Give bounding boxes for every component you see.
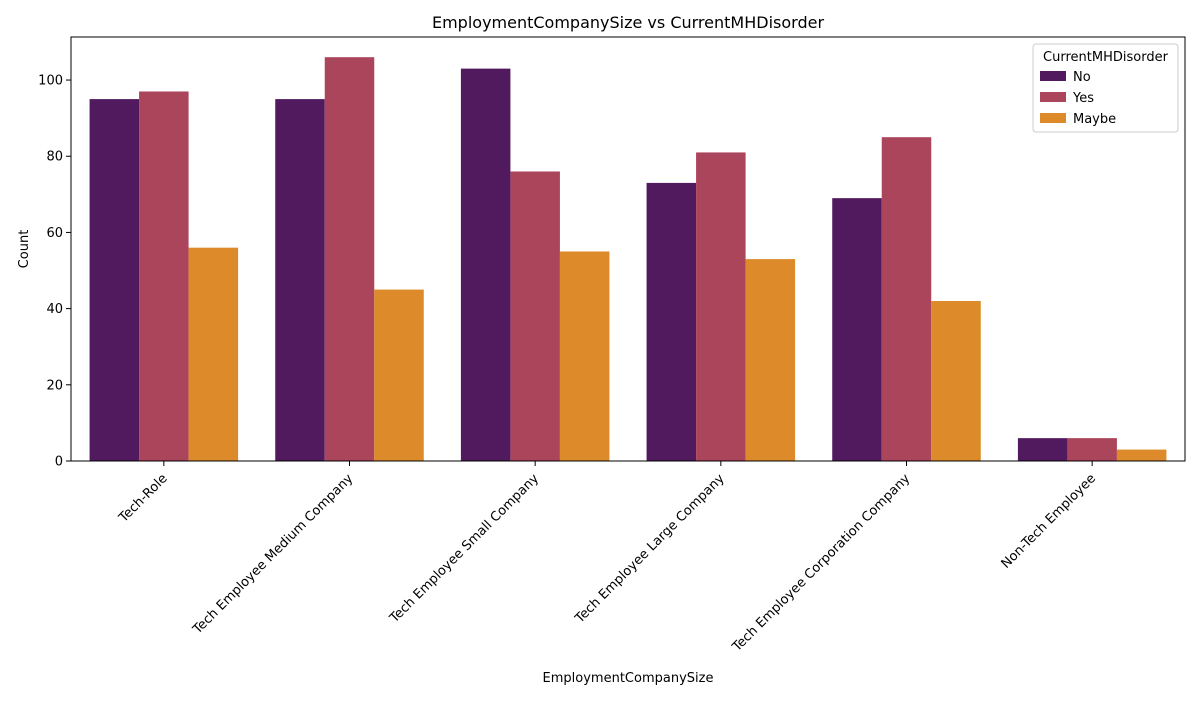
legend-title: CurrentMHDisorder xyxy=(1043,50,1169,65)
x-tick-label: Tech Employee Large Company xyxy=(572,471,728,627)
bar-maybe-0 xyxy=(188,247,239,461)
x-tick-label: Non-Tech Employee xyxy=(999,471,1099,571)
legend-label-no: No xyxy=(1073,70,1091,85)
legend-box xyxy=(1032,43,1179,133)
bar-maybe-2 xyxy=(559,251,610,461)
y-axis: 0 20 40 60 80 100 xyxy=(38,74,71,470)
legend-label-yes: Yes xyxy=(1072,91,1094,106)
x-tick-label: Tech Employee Medium Company xyxy=(190,471,357,638)
bar-maybe-3 xyxy=(745,259,796,461)
legend-swatch-yes xyxy=(1040,92,1066,102)
x-tick-label: Tech-Role xyxy=(116,471,171,526)
x-tick-label: Tech Employee Corporation Company xyxy=(729,471,913,655)
bar-no-2 xyxy=(460,68,511,461)
bar-yes-1 xyxy=(324,57,375,461)
bars-layer xyxy=(89,57,1167,461)
legend-swatch-maybe xyxy=(1040,113,1066,123)
bar-maybe-5 xyxy=(1116,449,1167,461)
bar-yes-2 xyxy=(510,171,560,461)
x-tick-label: Tech Employee Small Company xyxy=(387,471,543,627)
bar-no-3 xyxy=(646,182,697,461)
y-tick-label: 80 xyxy=(46,150,63,165)
chart-title: EmploymentCompanySize vs CurrentMHDisord… xyxy=(432,13,824,32)
bar-maybe-4 xyxy=(931,301,981,461)
bar-no-0 xyxy=(89,99,140,461)
legend: CurrentMHDisorder No Yes Maybe xyxy=(1032,43,1179,133)
y-tick-label: 40 xyxy=(46,302,63,317)
y-tick-label: 60 xyxy=(46,226,63,241)
bar-no-1 xyxy=(275,99,325,461)
y-tick-label: 20 xyxy=(46,378,63,393)
legend-swatch-no xyxy=(1040,71,1066,81)
bar-maybe-1 xyxy=(374,289,424,461)
y-axis-label: Count xyxy=(17,230,32,269)
y-tick-label: 100 xyxy=(38,74,63,89)
y-tick-label: 0 xyxy=(55,455,63,470)
x-axis: Tech-Role Tech Employee Medium Company Tec… xyxy=(116,461,1099,655)
x-axis-label: EmploymentCompanySize xyxy=(543,671,714,686)
bar-no-4 xyxy=(832,198,882,461)
bar-yes-4 xyxy=(881,137,932,461)
bar-yes-3 xyxy=(696,152,746,461)
bar-yes-5 xyxy=(1067,438,1117,461)
bar-no-5 xyxy=(1017,438,1068,461)
bar-yes-0 xyxy=(139,91,189,461)
plot-frame xyxy=(70,36,1186,462)
legend-label-maybe: Maybe xyxy=(1073,112,1116,127)
